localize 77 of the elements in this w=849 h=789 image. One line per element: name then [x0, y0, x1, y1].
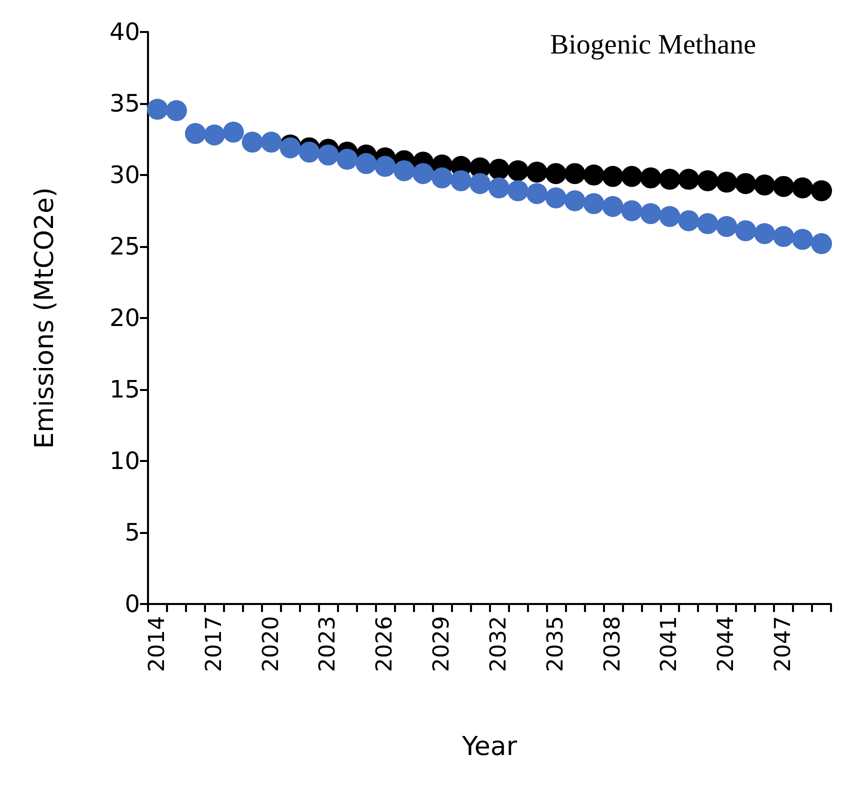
y-tick-label: 30 — [109, 161, 140, 189]
point — [204, 124, 225, 146]
x-tick-label: 2044 — [714, 616, 740, 672]
point — [184, 123, 206, 144]
point — [564, 190, 586, 212]
point — [166, 100, 187, 122]
point — [735, 220, 756, 242]
point — [735, 173, 756, 194]
x-tick-label: 2029 — [430, 616, 455, 672]
point — [222, 122, 244, 143]
point — [470, 173, 491, 194]
point — [659, 206, 680, 227]
point — [773, 226, 794, 247]
point — [716, 172, 738, 193]
x-axis-title: Year — [460, 732, 518, 762]
point — [374, 156, 396, 177]
point — [298, 142, 320, 163]
point — [336, 148, 358, 170]
point — [583, 193, 604, 214]
y-tick-label: 0 — [124, 590, 140, 618]
y-tick-label: 35 — [109, 90, 140, 118]
x-tick-label: 2035 — [543, 616, 568, 672]
x-tick-label: 2038 — [600, 616, 626, 672]
point — [792, 228, 814, 250]
point — [356, 153, 377, 174]
y-tick-label: 40 — [109, 18, 140, 46]
point — [621, 200, 642, 222]
point — [697, 170, 718, 192]
x-tick-label: 2032 — [486, 616, 512, 672]
point — [394, 160, 415, 182]
point — [545, 187, 566, 208]
point — [602, 166, 624, 187]
point — [507, 160, 528, 182]
point — [659, 168, 680, 190]
point — [678, 210, 700, 232]
point — [678, 168, 700, 190]
y-tick-label: 25 — [109, 232, 140, 260]
point — [640, 203, 662, 224]
point — [242, 132, 263, 153]
point — [621, 166, 642, 187]
point — [754, 174, 776, 196]
y-tick-label: 5 — [124, 518, 140, 546]
point — [602, 196, 624, 217]
y-tick-label: 15 — [109, 376, 140, 404]
x-tick-label: 2026 — [372, 616, 398, 672]
point — [583, 164, 604, 186]
point — [526, 162, 548, 183]
y-tick-label: 20 — [109, 304, 140, 332]
point — [640, 167, 662, 188]
chart-title: Biogenic Methane — [550, 30, 756, 60]
point — [147, 98, 168, 120]
x-tick-label: 2047 — [771, 616, 796, 672]
point — [754, 223, 776, 244]
point — [564, 163, 586, 184]
point — [773, 176, 794, 197]
x-tick-label: 2023 — [316, 616, 341, 672]
point — [507, 180, 528, 202]
x-tick-label: 2020 — [258, 616, 284, 672]
point — [792, 177, 814, 198]
point — [545, 163, 566, 184]
point — [716, 216, 738, 237]
point — [526, 183, 548, 204]
point — [488, 158, 510, 180]
point — [432, 167, 453, 188]
point — [450, 170, 472, 192]
point — [412, 163, 434, 184]
point — [318, 144, 339, 166]
point — [811, 180, 832, 202]
y-axis-title: Emissions (MtCO2e) — [30, 187, 60, 449]
point — [697, 213, 718, 234]
x-tick-label: 2041 — [657, 616, 682, 672]
point — [260, 132, 282, 153]
point — [488, 177, 510, 198]
x-tick-label: 2014 — [144, 616, 170, 672]
y-tick-label: 10 — [109, 447, 140, 475]
point — [811, 233, 832, 254]
x-tick-label: 2017 — [202, 616, 227, 672]
